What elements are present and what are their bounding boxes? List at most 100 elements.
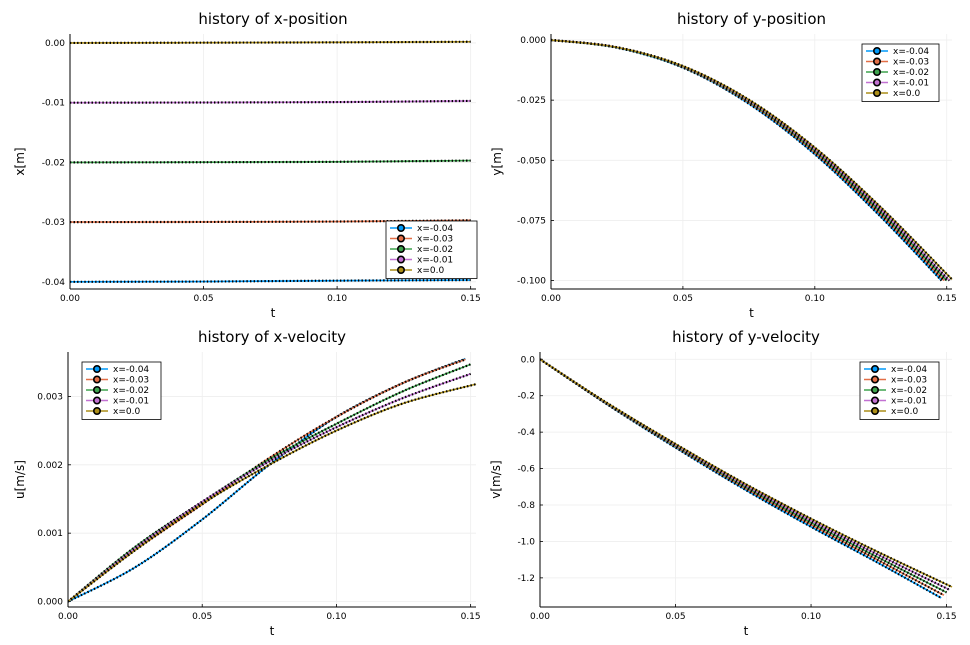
legend-label: x=-0.03 [893, 58, 929, 68]
legend-label: x=0.0 [893, 89, 920, 99]
legend-label: x=0.0 [417, 266, 444, 276]
legend: x=-0.04x=-0.03x=-0.02x=-0.01x=0.0 [81, 361, 162, 420]
x-axis-label: t [271, 306, 276, 320]
y-tick-label: -0.04 [42, 278, 66, 288]
x-tick-label: 0.10 [327, 294, 347, 304]
legend-marker [872, 68, 881, 77]
y-tick-label: -0.03 [42, 218, 65, 228]
series-group [68, 357, 477, 603]
legend-marker [93, 396, 102, 405]
y-tick-label: -1.2 [517, 574, 535, 584]
legend-marker [870, 375, 879, 384]
x-tick-label: 0.15 [937, 294, 957, 304]
x-axis-label: t [749, 306, 754, 320]
series-line-5 [68, 383, 477, 603]
x-tick-label: 0.00 [530, 612, 550, 622]
x-axis-label: t [270, 624, 275, 638]
legend-label: x=-0.04 [891, 365, 927, 375]
y-tick-label: -0.02 [42, 158, 65, 168]
legend-label: x=-0.04 [893, 47, 929, 57]
x-tick-label: 0.10 [805, 294, 825, 304]
y-tick-label: 0.001 [37, 529, 63, 539]
series-group [551, 38, 953, 282]
x-tick-label: 0.10 [801, 612, 821, 622]
legend-label: x=-0.02 [113, 386, 149, 396]
v-axis-label: v[m/s] [489, 460, 503, 498]
legend-marker [872, 89, 881, 98]
legend-label: x=-0.03 [891, 376, 927, 386]
chart-panel-4: 0.00 0.05 0.10 0.15 -1.2 -1.0 -0.8 -0.6 -0.4 -0.2… [489, 328, 957, 638]
legend-label: x=-0.01 [893, 79, 929, 89]
y-tick-label: -0.025 [517, 96, 546, 106]
chart-title: history of x-position [198, 10, 347, 28]
legend-marker [872, 46, 881, 55]
legend: x=-0.04x=-0.03x=-0.02x=-0.01x=0.0 [385, 220, 478, 279]
chart-title: history of y-velocity [672, 328, 820, 346]
x-tick-label: 0.05 [673, 294, 693, 304]
chart-panel-1: 0.00 0.05 0.10 0.15 -0.04 -0.03 -0.02 -0.01 0.00… [13, 10, 481, 320]
chart-title: history of x-velocity [198, 328, 346, 346]
series-markers-5 [70, 40, 471, 45]
legend-label: x=0.0 [113, 407, 140, 417]
series-markers-5 [551, 38, 953, 281]
legend-label: x=-0.04 [113, 365, 149, 375]
series-markers-3 [70, 159, 471, 164]
chart-panel-3: 0.00 0.05 0.10 0.15 0.000 0.001 0.002 0.003 hist… [13, 328, 481, 638]
legend-label: x=-0.02 [417, 245, 453, 255]
legend: x=-0.04x=-0.03x=-0.02x=-0.01x=0.0 [861, 43, 940, 102]
x-tick-label: 0.15 [937, 612, 957, 622]
y-tick-label: 0.002 [37, 461, 63, 471]
series-markers-3 [540, 358, 948, 594]
legend-label: x=-0.02 [891, 386, 927, 396]
legend-label: x=-0.02 [893, 68, 929, 78]
y-tick-label: 0.0 [521, 355, 536, 365]
y-tick-label: -1.0 [517, 537, 535, 547]
legend-label: x=0.0 [891, 407, 918, 417]
y-tick-label: -0.100 [517, 277, 546, 287]
legend-marker [396, 224, 405, 233]
legend-marker [396, 265, 405, 274]
series-markers-5 [540, 358, 953, 588]
series-markers-4 [540, 358, 950, 591]
legend-marker [93, 385, 102, 394]
x-tick-label: 0.00 [541, 294, 561, 304]
y-tick-label: -0.01 [42, 99, 65, 109]
chart-title: history of y-position [677, 10, 826, 28]
legend-marker [872, 57, 881, 66]
y-tick-label: 0.003 [37, 392, 63, 402]
u-axis-label: u[m/s] [13, 460, 27, 499]
y-tick-label: 0.00 [45, 39, 65, 49]
y-tick-label: 0.000 [520, 36, 546, 46]
x-tick-label: 0.05 [666, 612, 686, 622]
legend-marker [870, 406, 879, 415]
legend-marker [93, 364, 102, 373]
legend-marker [872, 78, 881, 87]
y-tick-label: -0.6 [517, 465, 535, 475]
series-markers-4 [68, 372, 471, 603]
legend: x=-0.04x=-0.03x=-0.02x=-0.01x=0.0 [859, 361, 940, 420]
y-tick-label: -0.4 [517, 428, 535, 438]
x-tick-label: 0.15 [461, 612, 481, 622]
x-tick-label: 0.05 [194, 294, 214, 304]
x-tick-label: 0.10 [326, 612, 346, 622]
series-line-5 [70, 40, 471, 44]
legend-marker [93, 375, 102, 384]
legend-label: x=-0.01 [113, 397, 149, 407]
chart-panel-2: 0.00 0.05 0.10 0.15 -0.100 -0.075 -0.050 -0.025… [490, 10, 957, 320]
y-axis-label: y[m] [490, 147, 504, 175]
legend-label: x=-0.01 [417, 256, 453, 266]
legend-label: x=-0.03 [417, 235, 453, 245]
y-tick-label: -0.8 [517, 501, 535, 511]
legend-marker [93, 406, 102, 415]
legend-marker [396, 245, 405, 254]
legend-marker [396, 234, 405, 243]
x-axis-label: x[m] [13, 147, 27, 175]
x-tick-label: 0.15 [461, 294, 481, 304]
series-group [540, 358, 953, 599]
legend-label: x=-0.04 [417, 224, 453, 234]
x-tick-label: 0.00 [58, 612, 78, 622]
legend-marker [396, 255, 405, 264]
y-tick-label: -0.075 [517, 216, 546, 226]
legend-marker [870, 364, 879, 373]
